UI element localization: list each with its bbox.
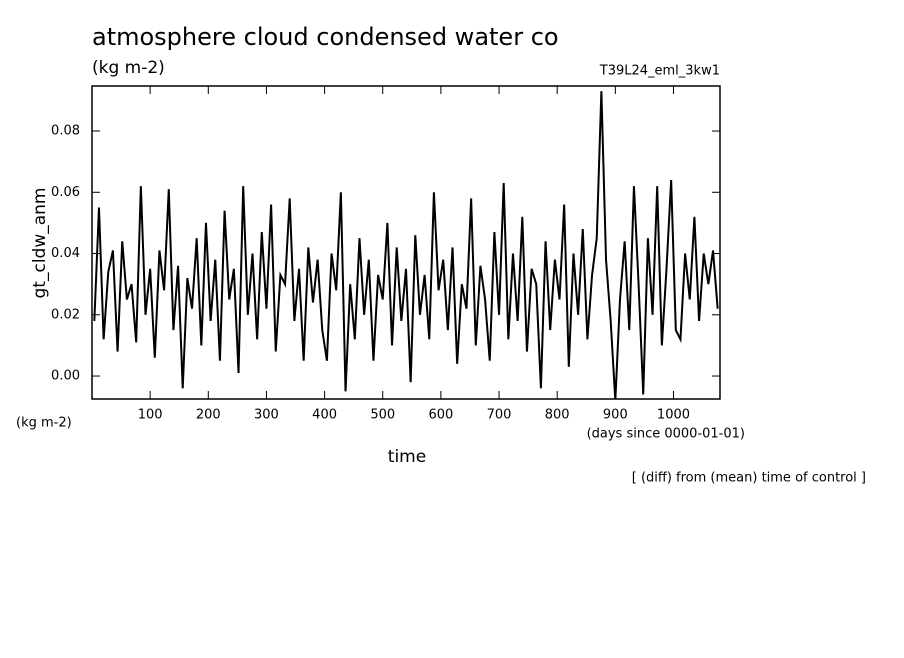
y-axis-units: (kg m-2): [16, 416, 72, 431]
x-axis-label: time: [388, 447, 426, 467]
run-label: T39L24_eml_3kw1: [599, 64, 720, 79]
note: [ (diff) from (mean) time of control ]: [632, 471, 866, 486]
x-tick-label: 1000: [657, 408, 690, 423]
data-line: [93, 91, 719, 399]
y-axis-label: gt_cldw_anm: [30, 188, 50, 299]
chart-subtitle: (kg m-2): [92, 58, 165, 78]
y-tick-label: 0.04: [51, 246, 80, 261]
x-tick-label: 800: [545, 408, 570, 423]
plot-frame: [91, 85, 721, 400]
y-tick-label: 0.00: [51, 369, 80, 384]
x-tick-label: 600: [428, 408, 453, 423]
y-tick-label: 0.08: [51, 124, 80, 139]
x-tick-label: 100: [138, 408, 163, 423]
y-tick-label: 0.06: [51, 185, 80, 200]
y-tick-label: 0.02: [51, 307, 80, 322]
x-tick-label: 900: [603, 408, 628, 423]
chart-title: atmosphere cloud condensed water co: [92, 23, 559, 51]
x-tick-label: 200: [196, 408, 221, 423]
x-tick-label: 400: [312, 408, 337, 423]
x-axis-units: (days since 0000-01-01): [587, 427, 745, 442]
x-tick-label: 300: [254, 408, 279, 423]
x-tick-label: 500: [370, 408, 395, 423]
x-tick-label: 700: [487, 408, 512, 423]
